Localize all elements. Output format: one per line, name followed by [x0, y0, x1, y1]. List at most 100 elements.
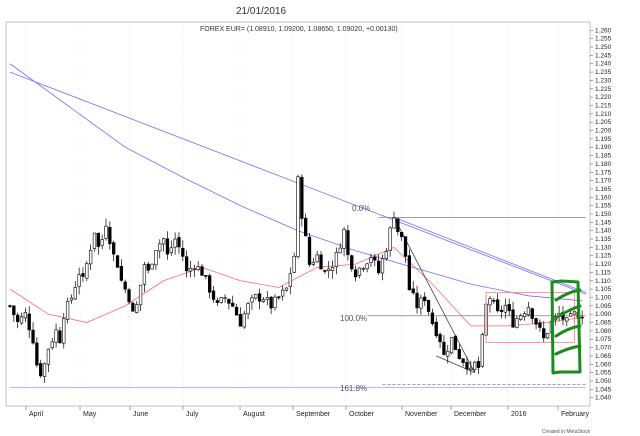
- x-tick-label: April: [29, 411, 43, 418]
- green-bracket-outline: [550, 279, 582, 375]
- candle-body: [42, 363, 47, 377]
- candle-body: [100, 239, 104, 246]
- candle-body: [469, 367, 473, 370]
- candle-body: [442, 341, 446, 355]
- horizontal-lines: [10, 217, 586, 388]
- candle-body: [323, 270, 327, 272]
- candle-body: [208, 275, 212, 293]
- candle-body: [108, 226, 112, 245]
- candle-body: [215, 300, 220, 303]
- candle-body: [515, 318, 519, 328]
- y-tick-label: 1.205: [595, 119, 612, 126]
- candle-body: [545, 333, 550, 339]
- candle-body: [96, 232, 100, 247]
- x-tick-label: November: [405, 411, 438, 418]
- y-tick-label: 1.235: [595, 69, 612, 76]
- candle-body: [16, 314, 20, 322]
- y-tick-label: 1.140: [595, 228, 612, 235]
- y-tick-label: 1.150: [595, 211, 612, 218]
- candle-body: [277, 296, 281, 299]
- green-mark-1: [554, 288, 582, 302]
- fib-label-161: 161.8%: [340, 384, 367, 393]
- box-rect: [485, 292, 575, 343]
- candle-body: [39, 363, 43, 377]
- candle-body: [365, 263, 369, 270]
- x-axis: April May June July August September October No…: [25, 406, 590, 418]
- candle-body: [23, 312, 28, 319]
- fib-label-100: 100.0%: [340, 314, 367, 323]
- candle-body: [449, 337, 454, 354]
- candle-body: [353, 269, 358, 278]
- candle-body: [81, 273, 85, 277]
- candle-body: [184, 256, 189, 272]
- candle-body: [284, 287, 289, 291]
- candle-body: [92, 232, 97, 250]
- candle-body: [246, 303, 250, 315]
- green-mark-2: [554, 304, 582, 320]
- y-tick-label: 1.170: [595, 178, 612, 185]
- candle-body: [496, 299, 500, 312]
- y-tick-label: 1.125: [595, 253, 612, 260]
- y-tick-label: 1.070: [595, 345, 612, 352]
- y-tick-label: 1.075: [595, 336, 612, 343]
- candle-body: [373, 256, 377, 261]
- y-tick-label: 1.065: [595, 353, 612, 360]
- x-tick-label: 2016: [511, 411, 527, 418]
- y-tick-label: 1.255: [595, 36, 612, 43]
- chart-date: 21/01/2016: [236, 6, 286, 17]
- candle-body: [472, 361, 477, 371]
- candle-body: [319, 254, 323, 270]
- candle-body: [135, 304, 139, 313]
- candle-body: [131, 302, 135, 312]
- candle-body: [292, 255, 296, 273]
- y-tick-label: 1.190: [595, 144, 612, 151]
- candle-body: [311, 262, 316, 265]
- candle-body: [415, 292, 419, 309]
- candle-body: [568, 313, 573, 317]
- candle-body: [296, 176, 300, 258]
- candle-body: [77, 274, 81, 287]
- candle-body: [257, 293, 262, 302]
- y-tick-label: 1.045: [595, 386, 612, 393]
- candle-body: [565, 317, 569, 322]
- ma-short-line: [9, 246, 583, 327]
- x-tick-label: February: [561, 411, 590, 418]
- candle-body: [200, 266, 204, 276]
- candle-body: [19, 316, 24, 324]
- x-tick-label: December: [454, 411, 487, 418]
- candle-body: [392, 217, 396, 229]
- candle-body: [50, 341, 54, 349]
- candle-body: [123, 281, 127, 290]
- candle-body: [142, 264, 147, 285]
- grid: [25, 22, 559, 406]
- candle-body: [476, 361, 481, 368]
- candle-body: [492, 299, 496, 302]
- candlesticks: [8, 174, 584, 383]
- candle-body: [146, 263, 150, 271]
- candle-body: [307, 236, 312, 265]
- y-tick-label: 1.105: [595, 286, 612, 293]
- x-tick-label: July: [186, 411, 199, 418]
- y-tick-label: 1.250: [595, 44, 612, 51]
- green-mark-3: [554, 324, 582, 338]
- candle-body: [188, 267, 193, 272]
- candle-body: [499, 309, 504, 312]
- candle-body: [223, 297, 227, 299]
- candle-body: [438, 334, 442, 343]
- candle-body: [503, 304, 508, 313]
- y-tick-label: 1.085: [595, 320, 612, 327]
- candle-body: [250, 297, 254, 303]
- candle-body: [369, 257, 373, 264]
- candle-body: [426, 300, 431, 312]
- y-tick-label: 1.115: [595, 269, 611, 276]
- candle-body: [407, 255, 412, 291]
- candle-body: [446, 350, 450, 357]
- y-tick-label: 1.185: [595, 153, 612, 160]
- candle-body: [211, 290, 216, 300]
- candle-body: [357, 267, 362, 276]
- candle-body: [342, 229, 346, 249]
- candle-body: [511, 309, 515, 328]
- candle-body: [519, 315, 523, 320]
- candle-body: [396, 218, 400, 233]
